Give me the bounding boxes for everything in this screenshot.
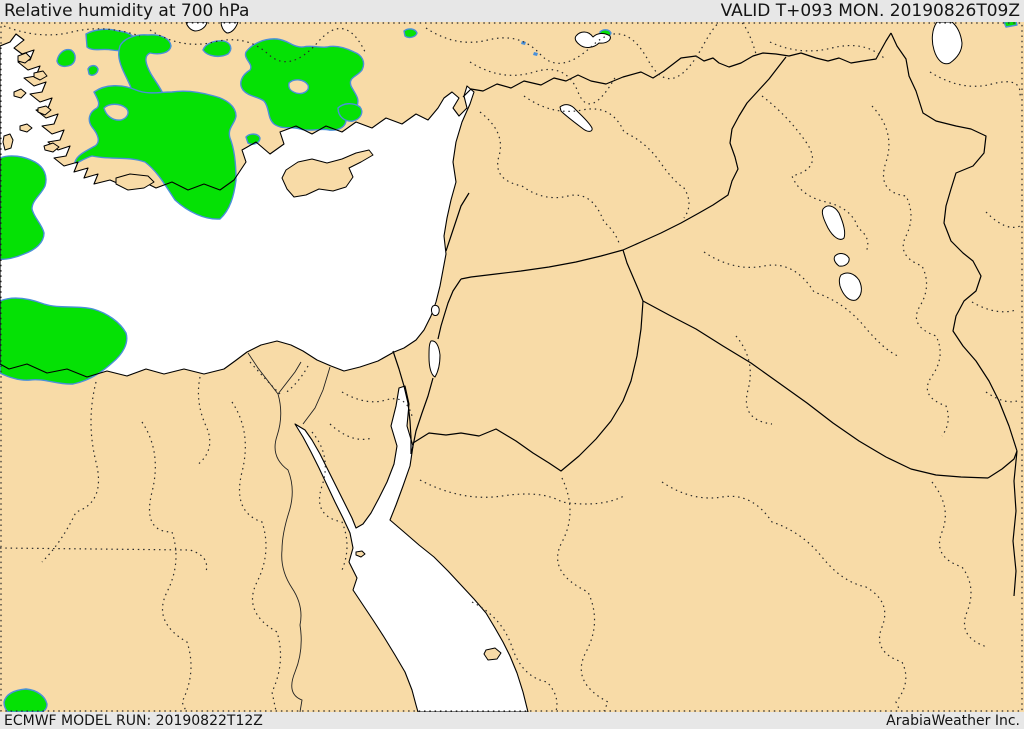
admin-border [703,251,899,357]
map-title: Relative humidity at 700 hPa [4,0,250,21]
sea-of-galilee [430,304,440,316]
border-syria-jordan [460,249,624,280]
island-red-sea-islet-1 [483,647,502,661]
lake-tharthar [821,205,846,240]
admin-border [3,25,141,37]
island-cyprus [281,149,374,198]
humidity-aegean-edge-bar [0,155,47,260]
speck-1 [521,41,526,45]
lake-urmia [931,22,963,65]
humidity-c-anatolia-piece [337,103,363,122]
humidity-taurus-small [245,133,261,145]
border-turkey-syria-iraq [462,32,892,98]
admin-border [735,335,773,425]
humidity-se-med-mass [0,297,128,385]
river-suez-canal [302,366,331,425]
credit-label: ArabiaWeather Inc. [886,712,1020,729]
ataturk-reservoir [574,31,611,48]
border-kuwait-area [987,450,1018,479]
admin-border [341,391,413,417]
speck-2 [533,52,538,56]
coastline-red-sea-gulfs [294,385,529,712]
admin-border [557,477,609,712]
border-jordan-iraq [622,249,644,302]
island-crete-east [115,173,155,191]
header-bar: Relative humidity at 700 hPa VALID T+093… [0,0,1024,22]
island-rhodes [2,133,14,151]
model-run-label: ECMWF MODEL RUN: 20190822T12Z [4,712,263,729]
lake-iznik [185,22,208,32]
border-lebanon-syria [445,192,470,252]
admin-border [419,479,625,505]
humidity-c-anatolia-arm [202,40,232,58]
border-syria-iraq [622,56,787,251]
border-egypt-israel [392,350,412,454]
border-iran-border [890,32,1018,452]
island-aegean-1 [17,52,32,64]
valid-time-label: VALID T+093 MON. 20190826T09Z [720,0,1020,21]
humidity-n-anatolia-tiny [403,28,418,39]
river-nile-east-branch [277,361,302,395]
admin-border [329,423,373,440]
admin-border [971,301,1017,313]
admin-border [425,22,757,80]
border-saudi-iraq [642,300,989,479]
weather-map [0,22,1024,712]
humidity-nw-anatolia-c [87,64,99,76]
border-jordan-saudi-zigzag [412,300,644,472]
admin-border [761,95,869,253]
island-aegean-3 [13,88,27,99]
border-iran-border-south [1012,450,1018,597]
lake-sapanca [220,22,239,34]
lake-razzaza [838,272,862,301]
river-nile [274,393,303,712]
border-jordan-valley-north [437,278,462,340]
footer-bar: ECMWF MODEL RUN: 20190822T12Z ArabiaWeat… [0,712,1024,729]
admin-border [931,481,988,648]
island-aegean-5 [19,123,33,133]
island-red-sea-islet-2 [355,550,366,558]
admin-border [41,381,100,563]
island-aegean-2 [33,70,48,81]
lake-assad [559,104,593,132]
admin-border [469,61,617,105]
dead-sea [428,340,441,378]
island-aegean-6 [43,142,60,153]
admin-border [871,105,949,437]
humidity-nw-anatolia-b [56,48,76,68]
border-jordan-valley-south [410,377,434,455]
admin-border [231,401,282,712]
lake-habbaniyah [833,253,850,267]
island-aegean-4 [37,105,52,116]
humidity-sw-anatolia-mass [74,85,237,220]
sea-mediterranean-aegean [0,34,474,377]
admin-border [0,547,208,573]
river-nile-west-branch [247,352,279,395]
admin-border [929,71,1021,97]
sea-red-sea-gulfs [295,386,528,712]
humidity-sw-corner-blob [3,688,48,712]
map-area [0,22,1024,712]
